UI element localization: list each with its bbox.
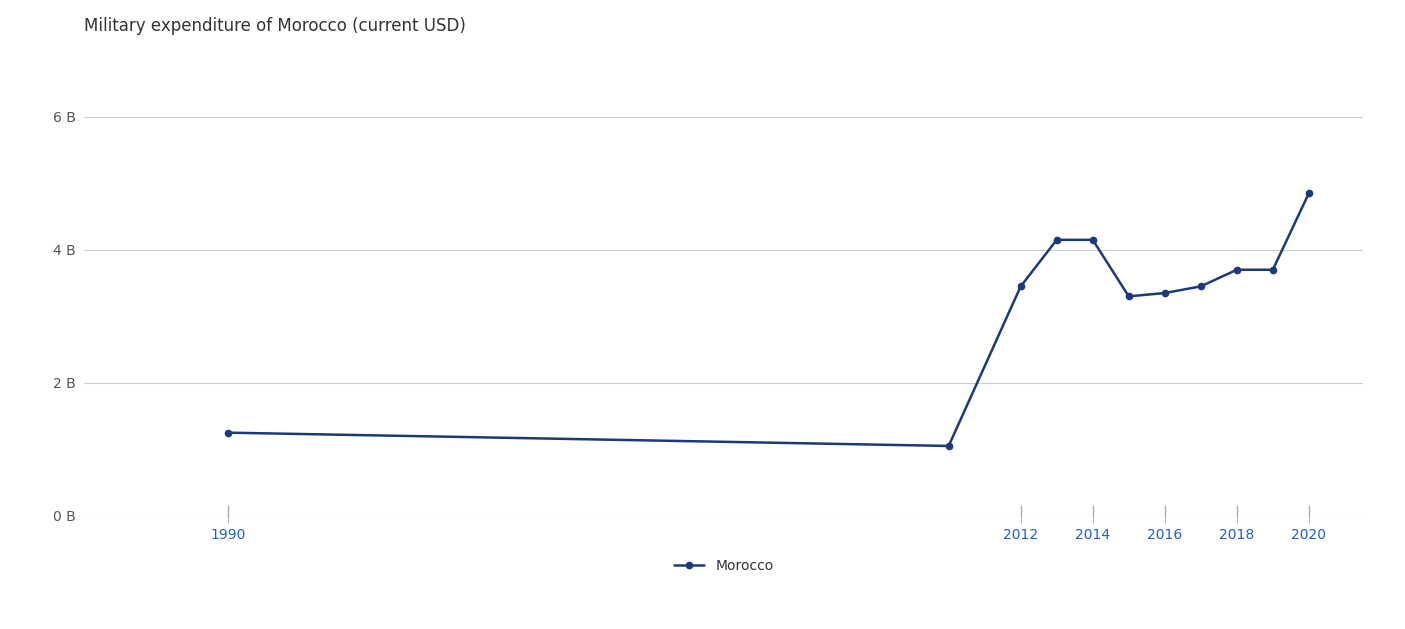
Morocco [1012,282,1028,290]
Morocco [221,429,237,437]
Line: Morocco: Morocco [225,190,1312,449]
Morocco [1156,289,1173,297]
Legend: Morocco: Morocco [667,554,780,579]
Morocco [1228,266,1245,274]
Morocco [940,442,957,450]
Morocco [1048,236,1065,243]
Morocco [1085,236,1102,243]
Text: Military expenditure of Morocco (current USD): Military expenditure of Morocco (current… [84,17,466,35]
Morocco [1264,266,1281,274]
Morocco [1301,189,1318,197]
Morocco [1193,282,1210,290]
Morocco [1120,292,1137,300]
